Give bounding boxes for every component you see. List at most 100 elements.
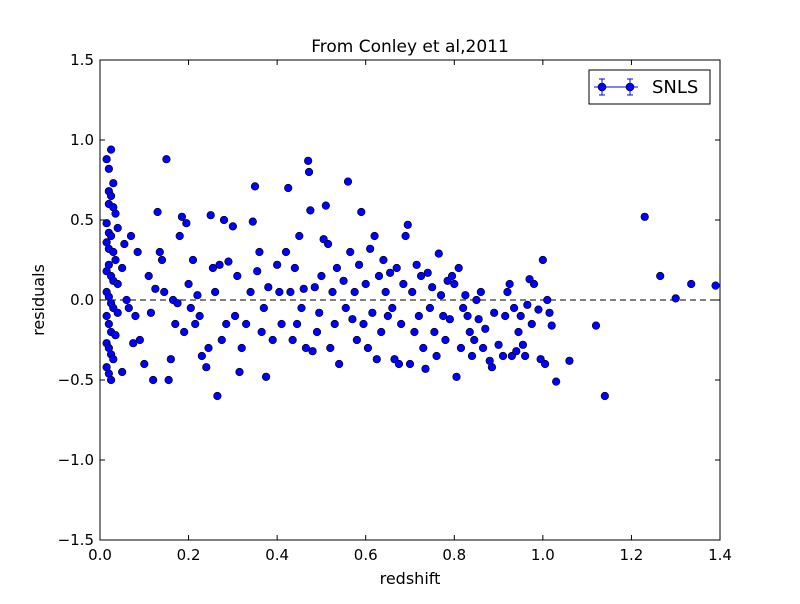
data-point: [109, 247, 118, 257]
data-point: [153, 207, 162, 217]
data-point: [259, 303, 268, 313]
y-tick-label: 1.5: [70, 51, 94, 69]
data-point: [284, 183, 293, 193]
x-axis-label: redshift: [380, 569, 441, 588]
data-point: [445, 315, 454, 324]
data-point: [359, 319, 368, 329]
data-point: [304, 167, 314, 177]
data-point: [490, 308, 499, 317]
data-point: [434, 249, 443, 258]
data-point: [381, 287, 390, 297]
data-point: [330, 319, 339, 329]
data-point: [166, 355, 175, 364]
data-point: [368, 308, 377, 317]
data-point: [164, 375, 173, 385]
x-tick-label: 0.0: [88, 546, 112, 564]
data-point: [273, 260, 282, 269]
data-point: [264, 283, 273, 292]
data-point: [425, 303, 435, 313]
x-tick-label: 1.2: [619, 546, 643, 564]
data-point: [211, 287, 220, 297]
legend-point: [597, 82, 607, 92]
data-point: [129, 339, 138, 348]
data-point: [540, 359, 550, 369]
data-point: [204, 343, 213, 353]
data-point: [374, 271, 384, 281]
data-point: [383, 311, 392, 321]
data-point: [377, 327, 386, 337]
data-point: [304, 156, 313, 165]
data-point: [671, 294, 680, 303]
data-point: [341, 303, 350, 313]
data-point: [416, 271, 426, 281]
data-point: [335, 359, 344, 369]
data-point: [370, 231, 379, 241]
data-point: [292, 319, 302, 329]
data-point: [299, 284, 308, 293]
data-point: [472, 295, 481, 305]
data-point: [106, 191, 116, 201]
data-point: [102, 311, 111, 321]
data-point: [521, 351, 530, 361]
data-point: [146, 308, 156, 317]
data-point: [228, 222, 237, 231]
data-point: [348, 315, 357, 324]
legend-point: [625, 82, 635, 92]
data-point: [545, 308, 554, 317]
data-point: [397, 319, 406, 329]
data-point: [547, 321, 556, 330]
data-point: [122, 295, 131, 305]
data-point: [208, 263, 218, 273]
data-point: [428, 283, 437, 292]
data-point: [106, 231, 116, 241]
data-point: [113, 279, 122, 289]
data-point: [447, 271, 457, 281]
data-point: [102, 155, 111, 164]
x-tick-label: 1.0: [531, 546, 555, 564]
data-point: [481, 324, 490, 333]
data-point: [106, 375, 116, 385]
data-point: [222, 319, 231, 329]
data-point: [412, 260, 421, 269]
data-point: [290, 263, 299, 273]
data-point: [155, 247, 164, 257]
data-point: [711, 281, 720, 290]
data-point: [323, 239, 333, 249]
data-point: [366, 244, 375, 253]
data-point: [173, 299, 182, 308]
data-point: [104, 319, 113, 329]
data-point: [111, 255, 120, 265]
data-point: [432, 351, 441, 361]
x-axis-ticks: 0.0 0.2 0.4 0.6 0.8 1.0 1.2 1.4: [88, 60, 732, 564]
data-point: [552, 377, 561, 386]
data-point: [439, 311, 448, 321]
data-point: [505, 279, 514, 289]
x-tick-label: 0.8: [442, 546, 466, 564]
data-point: [529, 279, 539, 289]
data-point: [126, 231, 136, 241]
y-tick-label: 1.0: [70, 131, 94, 149]
data-point: [363, 343, 373, 353]
y-tick-label: −1.5: [58, 531, 94, 549]
data-point: [306, 206, 315, 215]
data-point: [295, 231, 304, 241]
data-point: [543, 295, 552, 305]
data-point: [235, 367, 244, 377]
data-point: [301, 343, 311, 353]
data-point: [242, 319, 251, 329]
data-point: [113, 308, 122, 317]
data-point: [346, 247, 355, 257]
x-tick-label: 1.4: [708, 546, 732, 564]
data-point: [405, 359, 415, 369]
data-point: [441, 335, 450, 345]
data-point: [237, 343, 246, 353]
data-point: [182, 219, 191, 228]
y-tick-label: −1.0: [58, 451, 94, 469]
data-point: [268, 335, 277, 345]
data-point: [354, 260, 364, 269]
data-point: [452, 372, 461, 381]
data-point: [106, 145, 116, 154]
data-point: [213, 391, 222, 401]
data-point: [275, 287, 284, 297]
